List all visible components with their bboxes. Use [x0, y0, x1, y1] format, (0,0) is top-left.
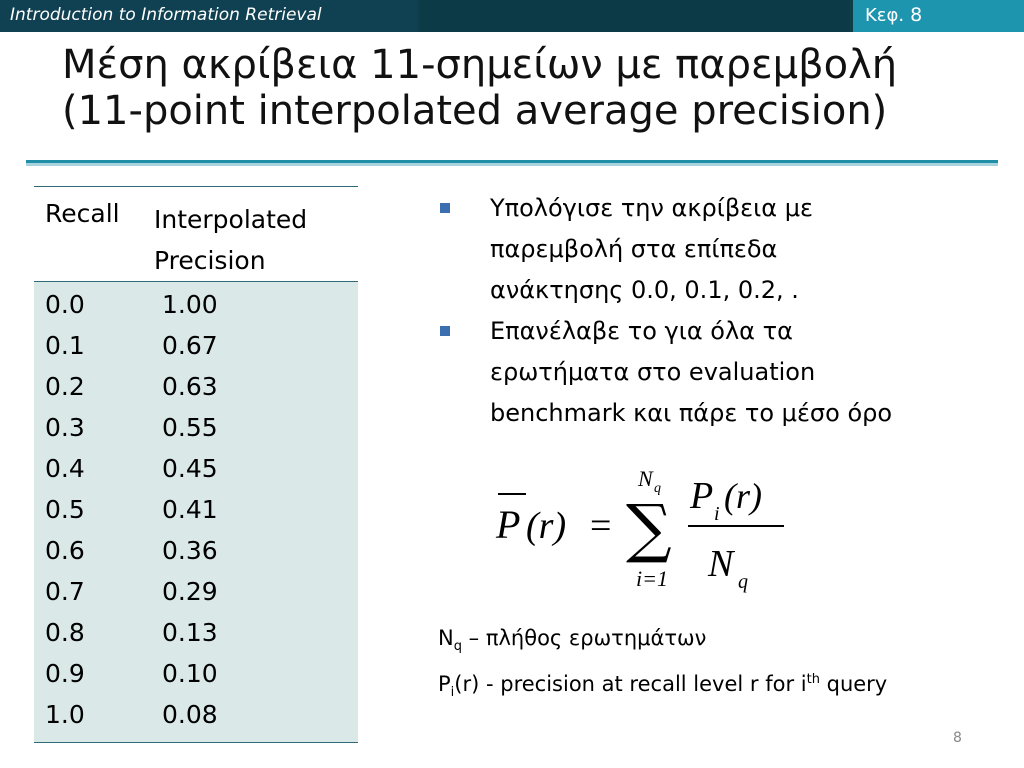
recall-cell: 0.2 — [45, 372, 85, 401]
precision-cell: 0.10 — [162, 659, 218, 688]
bullet-line: ερωτήματα στο evaluation — [490, 358, 816, 386]
recall-cell: 0.3 — [45, 413, 85, 442]
header-middle-segment — [420, 0, 850, 32]
precision-cell: 0.55 — [162, 413, 218, 442]
note-pi-base: P — [438, 672, 451, 697]
table-row: 0.3 0.55 — [34, 407, 358, 448]
precision-cell: 0.67 — [162, 331, 218, 360]
recall-cell: 0.4 — [45, 454, 85, 483]
sum-lower-limit: i=1 — [636, 566, 668, 591]
summation-sigma: ∑ — [626, 492, 672, 566]
precision-cell: 0.63 — [162, 372, 218, 401]
note-pi-text: (r) - precision at recall level r for i — [454, 672, 807, 697]
fraction-numerator-sub: i — [714, 503, 720, 525]
table-row: 0.9 0.10 — [34, 653, 358, 694]
formula-lhs-arg: (r) — [526, 505, 566, 547]
formula-notes: Nq – πλήθος ερωτημάτων Pi(r) - precision… — [438, 622, 887, 709]
header-interpolated-precision: Interpolated Precision — [154, 199, 307, 281]
recall-cell: 0.8 — [45, 618, 85, 647]
page-number: 8 — [953, 730, 962, 746]
list-item: Υπολόγισε την ακρίβεια με παρεμβολή στα … — [440, 188, 980, 311]
note-nq-base: N — [438, 626, 454, 650]
table-row: 0.4 0.45 — [34, 448, 358, 489]
recall-cell: 0.6 — [45, 536, 85, 565]
header-chapter-segment — [853, 0, 1024, 32]
recall-cell: 0.9 — [45, 659, 85, 688]
slide-title-line2: (11-point interpolated average precision… — [62, 88, 888, 134]
course-title: Introduction to Information Retrieval — [10, 5, 322, 25]
table-row: 0.5 0.41 — [34, 489, 358, 530]
note-pi-sub: i — [450, 685, 455, 701]
title-divider-shadow — [26, 163, 998, 166]
fraction-denominator-sub: q — [738, 571, 748, 593]
slide-title-line1: Μέση ακρίβεια 11-σημείων με παρεμβολή — [62, 42, 898, 88]
note-pi: Pi(r) - precision at recall level r for … — [438, 663, 887, 709]
precision-cell: 0.13 — [162, 618, 218, 647]
note-pi-tail: query — [819, 672, 888, 697]
header-bar: Introduction to Information Retrieval Κε… — [0, 0, 1024, 32]
list-item: Επανέλαβε το για όλα τα ερωτήματα στο ev… — [440, 311, 980, 434]
precision-table: Recall Interpolated Precision 0.0 1.00 0.… — [34, 186, 358, 743]
header-recall: Recall — [45, 199, 120, 228]
recall-cell: 0.1 — [45, 331, 85, 360]
precision-cell: 0.29 — [162, 577, 218, 606]
chapter-indicator: Κεφ. 8 — [865, 4, 922, 26]
note-pi-sup: th — [806, 672, 820, 688]
precision-cell: 0.08 — [162, 700, 218, 729]
table-row: 1.0 0.08 — [34, 694, 358, 735]
note-nq-sub: q — [453, 639, 462, 655]
fraction-numerator: P — [689, 475, 713, 517]
bullet-line: Επανέλαβε το για όλα τα — [490, 317, 793, 345]
table-row: 0.7 0.29 — [34, 571, 358, 612]
header-precision-line1: Interpolated — [154, 205, 308, 234]
table-row: 0.0 1.00 — [34, 284, 358, 325]
table-row: 0.6 0.36 — [34, 530, 358, 571]
precision-cell: 0.45 — [162, 454, 218, 483]
precision-cell: 1.00 — [162, 290, 218, 319]
header-course-segment — [0, 0, 418, 32]
sum-upper-limit-sub: q — [654, 481, 661, 496]
bullet-line: ανάκτησης 0.0, 0.1, 0.2, . — [490, 276, 799, 304]
formula-lhs: P — [495, 502, 520, 547]
square-bullet-icon — [440, 326, 450, 336]
precision-cell: 0.36 — [162, 536, 218, 565]
chapter-number: 8 — [910, 4, 923, 26]
bullet-line: Υπολόγισε την ακρίβεια με — [490, 194, 813, 222]
note-nq-text: – πλήθος ερωτημάτων — [461, 626, 707, 650]
table-header: Recall Interpolated Precision — [34, 187, 358, 282]
table-body: 0.0 1.00 0.1 0.67 0.2 0.63 0.3 0.55 0.4 0.45 … — [34, 282, 358, 742]
bullet-list: Υπολόγισε την ακρίβεια με παρεμβολή στα … — [440, 188, 980, 434]
precision-cell: 0.41 — [162, 495, 218, 524]
recall-cell: 0.5 — [45, 495, 85, 524]
fraction-numerator-arg: (r) — [724, 476, 762, 516]
table-row: 0.1 0.67 — [34, 325, 358, 366]
bullet-line: παρεμβολή στα επίπεδα — [490, 235, 778, 263]
title-divider — [26, 160, 998, 163]
note-nq: Nq – πλήθος ερωτημάτων — [438, 622, 887, 663]
recall-cell: 0.0 — [45, 290, 85, 319]
slide-title: Μέση ακρίβεια 11-σημείων με παρεμβολή (1… — [62, 42, 1002, 134]
table-row: 0.8 0.13 — [34, 612, 358, 653]
average-precision-formula: P (r) = ∑ N q i=1 P i (r) N q — [495, 466, 784, 593]
recall-cell: 1.0 — [45, 700, 85, 729]
table-row: 0.2 0.63 — [34, 366, 358, 407]
recall-cell: 0.7 — [45, 577, 85, 606]
formula-equals: = — [590, 505, 611, 547]
header-precision-line2: Precision — [154, 246, 266, 275]
square-bullet-icon — [440, 203, 450, 213]
fraction-denominator: N — [707, 543, 736, 585]
sum-upper-limit: N — [637, 466, 654, 491]
chapter-label: Κεφ. — [865, 5, 905, 26]
bullet-line: benchmark και πάρε το μέσο όρο — [490, 399, 893, 427]
